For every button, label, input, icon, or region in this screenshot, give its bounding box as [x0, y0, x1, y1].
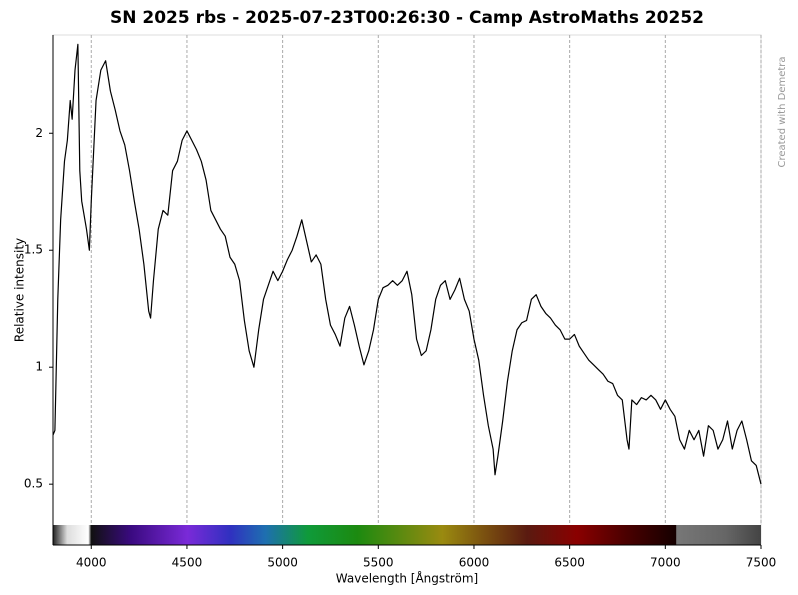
y-axis-label: Relative intensity	[13, 238, 27, 342]
x-tick-label: 6000	[459, 556, 490, 570]
plot-frame	[52, 34, 762, 546]
y-tick-label: 0.5	[24, 477, 43, 491]
x-tick-label: 7000	[650, 556, 681, 570]
x-tick-label: 6500	[554, 556, 585, 570]
x-tick-label: 5500	[363, 556, 394, 570]
credit: Created with Demetra	[777, 56, 788, 167]
y-tick-label: 1	[35, 360, 43, 374]
y-tick-label: 1.5	[24, 243, 43, 257]
y-tick-label: 2	[35, 126, 43, 140]
color-bar	[53, 525, 761, 545]
spectrum-line	[52, 43, 762, 485]
x-tick-label: 7500	[746, 556, 777, 570]
x-axis-label: Wavelength [Ångström]	[336, 571, 478, 586]
x-tick-label: 4500	[172, 556, 203, 570]
x-tick-label: 4000	[76, 556, 107, 570]
x-tick-label: 5000	[267, 556, 298, 570]
chart-title: SN 2025 rbs - 2025-07-23T00:26:30 - Camp…	[110, 8, 704, 28]
